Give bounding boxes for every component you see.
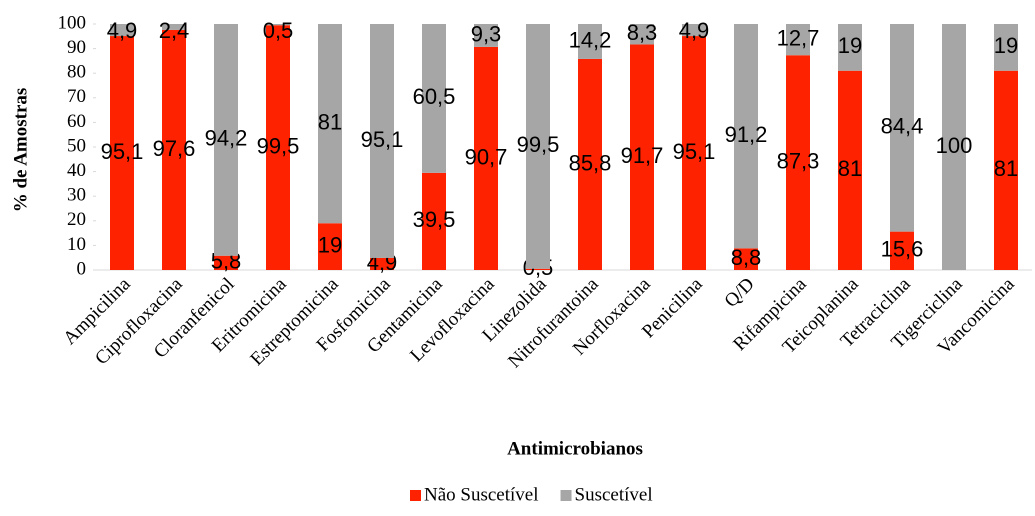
y-tick-label: 90 <box>67 37 86 58</box>
data-label: 99,5 <box>517 132 560 157</box>
bar-segment <box>994 70 1018 271</box>
x-tick-label: Q/D <box>721 274 759 312</box>
bar-segment <box>474 24 498 47</box>
bar-segment <box>422 172 446 270</box>
bar-segment <box>266 25 290 271</box>
data-label: 84,4 <box>881 114 924 139</box>
bar-segment <box>110 24 134 37</box>
data-label: 91,2 <box>725 122 768 147</box>
x-axis-title: Antimicrobianos <box>507 438 643 459</box>
legend-label: Não Suscetível <box>424 484 539 505</box>
bar-segment <box>266 24 290 26</box>
y-tick-label: 20 <box>67 209 86 230</box>
bar-segment <box>370 24 394 258</box>
bar-segment <box>318 24 342 224</box>
bar-segment <box>890 24 914 232</box>
y-tick-label: 10 <box>67 234 86 255</box>
y-tick-label: 40 <box>67 160 86 181</box>
bar-segment <box>786 24 810 56</box>
y-axis-title: % de Amostras <box>10 88 31 213</box>
y-tick-label: 80 <box>67 62 86 83</box>
data-label: 9,3 <box>471 21 502 46</box>
legend-label: Suscetível <box>575 484 653 505</box>
data-label: 99,5 <box>257 133 300 158</box>
bar-segment <box>942 24 966 270</box>
bar-segment <box>838 24 862 71</box>
bar-segment <box>994 24 1018 71</box>
y-tick-label: 50 <box>67 135 86 156</box>
bar-segment <box>734 24 758 249</box>
bar-segment <box>578 24 602 59</box>
data-label: 100 <box>936 133 973 158</box>
data-label: 95,1 <box>361 127 404 152</box>
data-label: 91,7 <box>621 143 664 168</box>
data-label: 60,5 <box>413 84 456 109</box>
data-label: 94,2 <box>205 126 248 151</box>
bar-segment <box>318 223 342 270</box>
data-label: 12,7 <box>777 25 820 50</box>
data-label: 2,4 <box>159 18 190 43</box>
bar-segment <box>422 24 446 173</box>
data-label: 81 <box>838 156 862 181</box>
y-tick-label: 30 <box>67 185 86 206</box>
bar-segment <box>682 36 706 270</box>
bar-segment <box>370 257 394 270</box>
bar-segment <box>526 24 550 269</box>
data-label: 87,3 <box>777 148 820 173</box>
bar-segment <box>630 44 654 270</box>
bar-segment <box>838 70 862 271</box>
data-label: 19 <box>994 33 1018 58</box>
legend-swatch <box>560 490 572 501</box>
data-label: 97,6 <box>153 136 196 161</box>
data-label: 0,5 <box>263 18 294 43</box>
bar-segment <box>682 24 706 37</box>
x-tick-label: Nitrofurantoina <box>504 273 603 372</box>
data-label: 8,3 <box>627 20 658 45</box>
y-tick-label: 100 <box>58 12 87 33</box>
data-label: 19 <box>318 232 342 257</box>
data-label: 95,1 <box>673 139 716 164</box>
y-tick-label: 0 <box>77 258 87 279</box>
data-label: 81 <box>994 156 1018 181</box>
bar-segment <box>786 55 810 270</box>
bar-segment <box>890 231 914 270</box>
bar-segment <box>630 24 654 45</box>
data-label: 4,9 <box>107 18 138 43</box>
data-label: 8,8 <box>731 245 762 270</box>
bar-segment <box>734 248 758 270</box>
bar-segment <box>526 268 550 270</box>
data-label: 85,8 <box>569 150 612 175</box>
data-label: 14,2 <box>569 27 612 52</box>
y-tick-label: 60 <box>67 111 86 132</box>
legend-swatch <box>410 490 421 501</box>
bar-segment <box>110 36 134 270</box>
y-tick-label: 70 <box>67 86 86 107</box>
bar-segment <box>474 46 498 271</box>
data-label: 90,7 <box>465 144 508 169</box>
bar-segment <box>578 58 602 270</box>
bar-segment <box>214 255 238 270</box>
data-label: 15,6 <box>881 237 924 262</box>
data-label: 39,5 <box>413 207 456 232</box>
bar-segment <box>162 24 186 30</box>
data-label: 19 <box>838 33 862 58</box>
bar-segment <box>162 29 186 271</box>
data-label: 4,9 <box>679 18 710 43</box>
data-label: 95,1 <box>101 139 144 164</box>
bar-segment <box>214 24 238 256</box>
data-label: 81 <box>318 109 342 134</box>
